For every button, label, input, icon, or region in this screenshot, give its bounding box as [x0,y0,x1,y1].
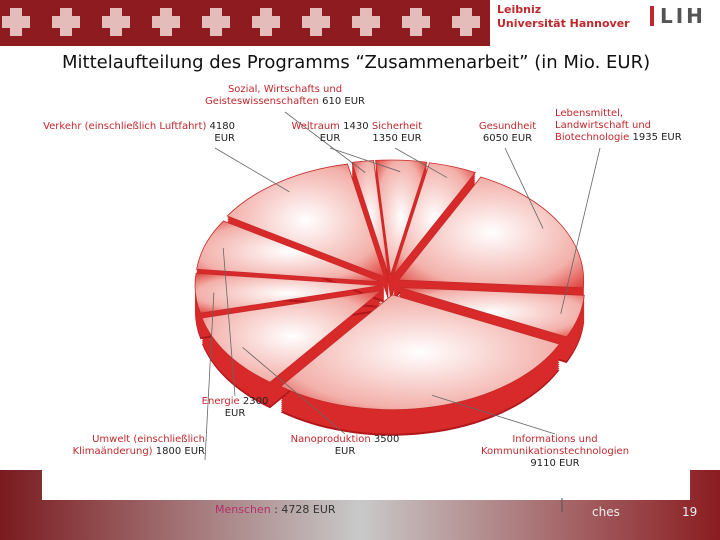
pie-slice [196,220,381,283]
annotation-text: : 4728 EUR [274,503,336,516]
value-label: 1430 EUR [319,121,369,144]
slice-label: Energie 2300 EUR [195,396,275,420]
slice-label: Sicherheit 1350 EUR [362,121,432,145]
value-label: 4180 EUR [209,121,235,144]
pie-slice [226,163,385,278]
category-label: Weltraum [291,121,340,132]
category-label: Sozial, Wirtschafts und Geisteswissensch… [204,84,343,107]
leader-line [394,147,448,178]
slice-side [351,174,389,290]
leader-line [242,347,346,435]
leader-line [329,147,401,173]
footer-text: ches [592,505,620,519]
slice-side [351,172,389,288]
logo-line: Universität Hannover [497,17,630,30]
slice-label: Lebensmittel, Landwirtschaft und Biotech… [555,108,690,144]
pie-slice [397,176,585,289]
leader-line [222,247,236,397]
page-number: 19 [682,505,698,519]
value-label: 610 EUR [322,96,366,107]
pie-slice [399,287,585,338]
logo-bar [650,6,654,26]
value-label: 1350 EUR [372,133,422,144]
category-label: Energie [201,396,240,407]
leader-line [431,394,556,435]
slice-label: Informations und Kommunikationstechnolog… [470,434,640,470]
value-label: 6050 EUR [482,133,533,144]
slice-label: Nanoproduktion 3500 EUR [290,434,400,458]
category-label: Sicherheit [371,121,423,132]
value-label: 9110 EUR [530,458,580,469]
category-label: Informations und Kommunikationstechnolog… [480,434,630,457]
pie-slice [201,289,384,383]
slice-side [351,166,389,282]
leader-line [560,147,601,314]
logo-mark: L I H [660,4,703,28]
pattern-shapes [2,8,480,36]
value-label: 1800 EUR [155,446,205,457]
pie-slice [194,272,381,314]
slice-side [351,168,389,284]
category-label: Gesundheit [478,121,537,132]
slice-side [351,170,389,286]
pie-slice [280,294,561,411]
chart-title: Mittelaufteilung des Programms “Zusammen… [62,52,651,73]
leader-line [214,147,290,193]
value-label: 1935 EUR [632,132,682,143]
logo-line: Leibniz [497,3,542,16]
annotation: Menschen : 4728 EUR [215,503,336,516]
leader-line [284,111,366,173]
value-label: 2300 EUR [224,396,269,419]
logo-text: Leibniz Universität Hannover [497,3,630,31]
leader-line [504,147,544,229]
pie-slice [392,162,477,276]
slice-label: Verkehr (einschließlich Luftfahrt) 4180 … [40,121,235,145]
category-label: Umwelt (einschließlich Klimaänderung) [72,434,205,457]
category-label: Nanoproduktion [290,434,371,445]
annotation-name: Menschen [215,503,271,516]
slice-side [351,164,389,280]
slice-label: Gesundheit 6050 EUR [470,121,545,145]
value-label: 3500 EUR [334,434,400,457]
category-label: Verkehr (einschließlich Luftfahrt) [43,121,207,132]
slice-label: Sozial, Wirtschafts und Geisteswissensch… [200,84,370,108]
pie-slice [375,159,428,276]
category-label: Lebensmittel, Landwirtschaft und Biotech… [555,108,652,143]
slice-label: Umwelt (einschließlich Klimaänderung) 18… [40,434,205,458]
leader-line [204,292,215,461]
slice-label: Weltraum 1430 EUR [290,121,370,145]
